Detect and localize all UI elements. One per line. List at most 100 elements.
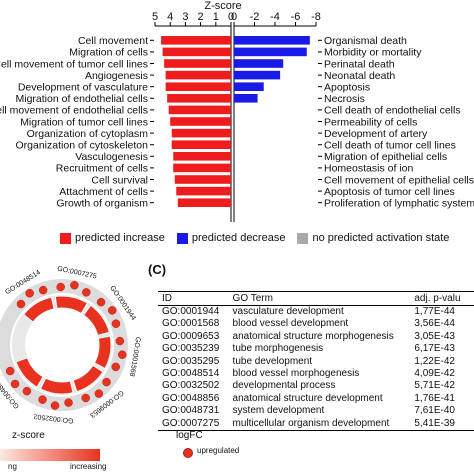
right-category-label: Apoptosis of tumor cell lines <box>324 186 455 198</box>
legend-increase-swatch <box>60 232 71 244</box>
table-row: GO:0048856 anatomical structure developme… <box>158 393 474 405</box>
zscore-segment <box>54 295 89 315</box>
gene-dot <box>10 379 20 389</box>
legend-none-swatch <box>297 232 309 244</box>
bar-increase <box>164 59 231 68</box>
activation-legend: predicted increase predicted decrease no… <box>60 231 461 245</box>
zscore-low-label: ng <box>8 462 17 471</box>
zscore-segment <box>15 357 44 388</box>
gene-dot <box>102 377 111 387</box>
bar-increase <box>170 117 231 126</box>
bar-decrease <box>234 47 307 57</box>
cell-id: GO:0032502 <box>162 380 220 392</box>
zscore-segment <box>72 364 104 393</box>
zscore-segment <box>22 296 55 323</box>
gene-dot <box>82 288 91 297</box>
right-tick-label: -4 <box>270 11 280 23</box>
cell-id: GO:0048856 <box>162 392 220 404</box>
left-category-label: Organization of cytoplasm <box>27 128 149 140</box>
left-category-label: Cell movement <box>78 35 148 47</box>
gene-dot <box>50 401 60 410</box>
gene-dot <box>64 398 73 407</box>
bar-increase <box>173 152 231 161</box>
legend-none-label: no predicted activation state <box>312 232 450 244</box>
bar-increase <box>161 36 231 45</box>
left-tick-label: 5 <box>152 11 158 23</box>
go-term-table: ID GO Term adj. p-valu GO:0001944 vascula… <box>158 291 474 431</box>
inner-gap <box>25 308 99 382</box>
gene-dot <box>107 306 117 315</box>
right-category-label: Neonatal death <box>324 70 395 82</box>
cell-pvalue: 1,77E-44 <box>414 306 455 317</box>
left-category-label: Migration of cells <box>69 47 148 59</box>
gene-dot <box>25 289 34 298</box>
right-tick-label: -8 <box>311 11 321 23</box>
legend-none: no predicted activation state <box>297 232 449 244</box>
bar-decrease <box>234 36 310 45</box>
left-category-label: Attachment of cells <box>59 186 148 198</box>
cell-pvalue: 5,41E-39 <box>414 417 455 429</box>
bar-increase <box>167 94 231 103</box>
gene-dot <box>115 336 125 346</box>
cell-pvalue: 5,71E-42 <box>414 380 455 392</box>
panel-label-c: (C) <box>148 262 167 277</box>
cell-pvalue: 1,76E-41 <box>414 392 455 404</box>
gene-dot <box>16 299 26 309</box>
bar-decrease <box>234 94 258 103</box>
left-category-label: Vasculogenesis <box>75 151 148 163</box>
gene-dot <box>94 389 104 398</box>
cell-id: GO:0035239 <box>162 343 220 355</box>
cell-term: tube morphogenesis <box>232 343 324 355</box>
go-id-label: GO:0001568 <box>128 336 141 377</box>
left-category-label: Recruitment of cells <box>56 163 148 175</box>
gene-dot <box>38 285 48 295</box>
bar-increase <box>176 186 231 196</box>
header-id: ID <box>162 293 172 304</box>
right-category-label: Cell death of endothelial cells <box>324 105 461 117</box>
legend-decrease: predicted decrease <box>176 232 286 244</box>
right-axis-ticks: 0 -2 -4 -6 -8 <box>231 11 321 222</box>
right-category-label: Morbidity or mortality <box>324 47 422 59</box>
bar-increase <box>165 70 231 80</box>
right-tick-label: -2 <box>250 11 260 23</box>
legend-decrease-label: predicted decrease <box>191 232 286 244</box>
cell-id: GO:0007275 <box>162 417 220 429</box>
bar-decrease <box>234 70 281 80</box>
right-tick-label: 0 <box>231 11 237 23</box>
bar-increase <box>173 163 231 173</box>
header-p-value: adj. p-valu <box>414 293 461 304</box>
bar-increase <box>162 47 231 57</box>
cell-id: GO:0035295 <box>162 355 220 367</box>
zscore-segment <box>93 335 112 370</box>
cell-pvalue: 3,56E-44 <box>414 318 455 330</box>
right-category-label: Necrosis <box>324 93 365 105</box>
cell-pvalue: 7,61E-40 <box>414 405 455 417</box>
cell-pvalue: 1,22E-42 <box>414 355 455 367</box>
go-id-label: GO:0007275 <box>57 266 98 281</box>
right-category-label: Organismal death <box>324 35 407 47</box>
cell-id: GO:0001568 <box>162 318 220 330</box>
left-tick-label: 1 <box>213 11 219 23</box>
bar-increase <box>177 198 231 207</box>
left-category-label: Organization of cytoskeleton <box>16 140 149 152</box>
cell-term: anatomical structure development <box>232 392 383 404</box>
cell-id: GO:0001944 <box>162 306 220 317</box>
table-row: GO:0007275 multicellular organism develop… <box>158 418 474 431</box>
legend-increase: predicted increase <box>60 232 165 244</box>
cell-id: GO:0048514 <box>162 367 220 379</box>
cell-term: tube development <box>232 355 313 367</box>
logfc-upregulated-label: upregulated <box>197 446 240 455</box>
right-bars <box>234 36 310 103</box>
left-category-label: Migration of endothelial cells <box>16 93 149 105</box>
table-row: GO:0035239 tube morphogenesis 6,17E-43 <box>158 343 474 355</box>
table-row: GO:0001568 blood vessel development 3,56E-… <box>158 318 474 330</box>
bar-increase <box>171 128 231 138</box>
bar-increase <box>168 105 231 115</box>
right-category-label: Cell death of tumor cell lines <box>324 140 456 152</box>
zscore-segment <box>39 377 74 395</box>
left-category-label: Cell movement of tumor cell lines <box>0 58 148 70</box>
cell-term: multicellular organism development <box>232 417 390 429</box>
zscore-segment <box>82 304 110 337</box>
table-row: GO:0035295 tube development 1,22E-42 <box>158 356 474 368</box>
